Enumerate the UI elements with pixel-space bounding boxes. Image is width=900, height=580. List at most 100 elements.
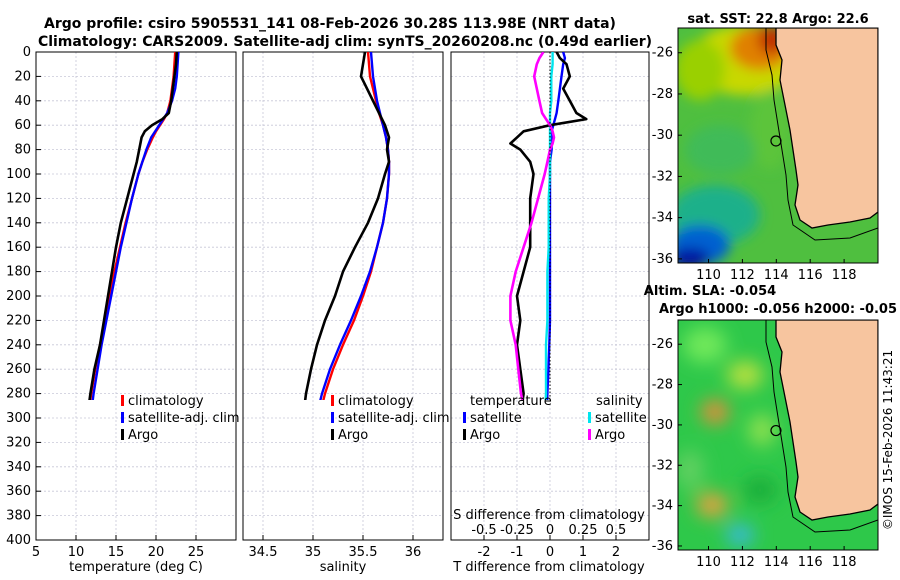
- depth-tick-label: 140: [6, 216, 31, 231]
- t-difference-x-axis-label: T difference from climatology: [452, 560, 645, 575]
- s-difference-x-tick-labels: -0.5 -0.25 0 0.25 0.5: [471, 523, 626, 538]
- sla-map-lon-ticks: 110 112 114 116 118: [696, 546, 857, 570]
- lon-tick-label: 114: [764, 555, 789, 570]
- depth-tick-label: 280: [6, 387, 31, 402]
- legend-swatch-t-satellite: [463, 412, 466, 423]
- lat-tick-label: -28: [652, 87, 673, 102]
- x-tick-label: 10: [68, 545, 85, 560]
- depth-tick-label: 200: [6, 289, 31, 304]
- sst-map-frame: [677, 27, 879, 264]
- legend-swatch-argo: [121, 429, 124, 440]
- argo-float-marker: [770, 424, 782, 437]
- legend-label-s-argo: Argo: [595, 428, 625, 443]
- lat-tick-label: -32: [652, 169, 673, 184]
- x-tick-label: 1: [579, 545, 587, 560]
- lon-tick-label: 116: [798, 268, 823, 283]
- temperature-legend: climatology satellite-adj. clim Argo: [121, 394, 240, 443]
- sst-map: [678, 28, 878, 263]
- difference-series: [509, 52, 588, 400]
- legend-label-t-argo: Argo: [470, 428, 500, 443]
- lat-tick-label: -28: [652, 378, 673, 393]
- argo-float-marker: [770, 135, 782, 147]
- legend-label-s-satellite: satellite: [595, 411, 647, 426]
- depth-tick-label: 80: [14, 143, 31, 158]
- sla-anomaly-field: [678, 327, 778, 545]
- s-tick-label: -0.25: [500, 523, 534, 538]
- x-tick-label: 34.5: [249, 545, 278, 560]
- lat-tick-label: -36: [652, 252, 673, 267]
- legend-swatch-climatology: [331, 395, 334, 406]
- x-tick-label: 5: [32, 545, 40, 560]
- legend-swatch-t-argo: [463, 429, 466, 440]
- legend-header-temperature: temperature: [470, 394, 552, 409]
- depth-tick-label: 360: [6, 484, 31, 499]
- series-line-temperature-argo: [509, 52, 588, 400]
- sla-map-frame: [677, 319, 879, 551]
- isobath-contour: [765, 28, 878, 241]
- depth-tick-label: 20: [14, 69, 31, 84]
- temperature-x-axis-label: temperature (deg C): [69, 560, 203, 575]
- legend-label-climatology: climatology: [128, 394, 204, 409]
- sla-map-title-line2: Argo h1000: -0.056 h2000: -0.05: [659, 302, 897, 317]
- x-tick-label: -2: [478, 545, 491, 560]
- legend-swatch-argo: [331, 429, 334, 440]
- legend-label-t-satellite: satellite: [470, 411, 522, 426]
- lon-tick-label: 114: [764, 268, 789, 283]
- depth-tick-label: 60: [14, 118, 31, 133]
- salinity-legend: climatology satellite-adj. clim Argo: [331, 394, 450, 443]
- legend-label-satellite: satellite-adj. clim: [338, 411, 450, 426]
- legend-swatch-satellite: [121, 412, 124, 423]
- depth-tick-label: 220: [6, 313, 31, 328]
- series-line-salinity-satellite: [544, 52, 554, 400]
- s-tick-label: 0: [546, 523, 554, 538]
- legend-label-climatology: climatology: [338, 394, 414, 409]
- isobath-contour: [765, 320, 878, 533]
- legend-label-argo: Argo: [128, 428, 158, 443]
- imos-timestamp: ©IMOS 15-Feb-2026 11:43:21: [881, 350, 895, 530]
- salinity-panel-grid: [242, 51, 444, 541]
- figure-title-line1: Argo profile: csiro 5905531_141 08-Feb-2…: [44, 16, 616, 32]
- x-tick-label: -1: [511, 545, 524, 560]
- temperature-series: [88, 52, 180, 400]
- s-tick-label: 0.25: [569, 523, 598, 538]
- depth-tick-label: 180: [6, 265, 31, 280]
- panel-frame: [242, 51, 444, 541]
- series-line-argo: [303, 52, 391, 400]
- lat-tick-label: -36: [652, 539, 673, 554]
- sst-map-title: sat. SST: 22.8 Argo: 22.6: [687, 12, 868, 27]
- sst-anomaly-field: [678, 28, 800, 263]
- lat-tick-label: -34: [652, 211, 673, 226]
- series-line-salinity-argo: [509, 52, 556, 400]
- sst-map-lon-ticks: 110 112 114 116 118: [696, 259, 857, 283]
- depth-tick-label: 380: [6, 509, 31, 524]
- lon-tick-label: 112: [730, 268, 755, 283]
- depth-tick-label: 240: [6, 338, 31, 353]
- legend-label-satellite: satellite-adj. clim: [128, 411, 240, 426]
- lat-tick-label: -26: [652, 337, 673, 352]
- land-mass: [775, 320, 878, 521]
- depth-tick-label: 160: [6, 240, 31, 255]
- legend-swatch-climatology: [121, 395, 124, 406]
- legend-swatch-s-satellite: [588, 412, 591, 423]
- legend-swatch-s-argo: [588, 429, 591, 440]
- land-mass: [775, 28, 878, 229]
- x-tick-label: 2: [612, 545, 620, 560]
- depth-tick-label: 320: [6, 435, 31, 450]
- s-tick-label: 0.5: [606, 523, 627, 538]
- sla-map-title-line1: Altim. SLA: -0.054: [644, 284, 776, 299]
- depth-tick-label: 300: [6, 411, 31, 426]
- salinity-series: [303, 52, 391, 400]
- lat-tick-label: -26: [652, 46, 673, 61]
- lon-tick-label: 112: [730, 555, 755, 570]
- x-tick-label: 15: [108, 545, 125, 560]
- s-difference-axis-label: S difference from climatology: [453, 508, 645, 523]
- lon-tick-label: 110: [696, 268, 721, 283]
- lat-tick-label: -30: [652, 128, 673, 143]
- x-tick-label: 0: [546, 545, 554, 560]
- lat-tick-label: -34: [652, 499, 673, 514]
- s-tick-label: -0.5: [471, 523, 496, 538]
- sla-map-lat-ticks: -26 -28 -30 -32 -34 -36: [652, 337, 682, 554]
- depth-tick-label: 0: [23, 45, 31, 60]
- legend-label-argo: Argo: [338, 428, 368, 443]
